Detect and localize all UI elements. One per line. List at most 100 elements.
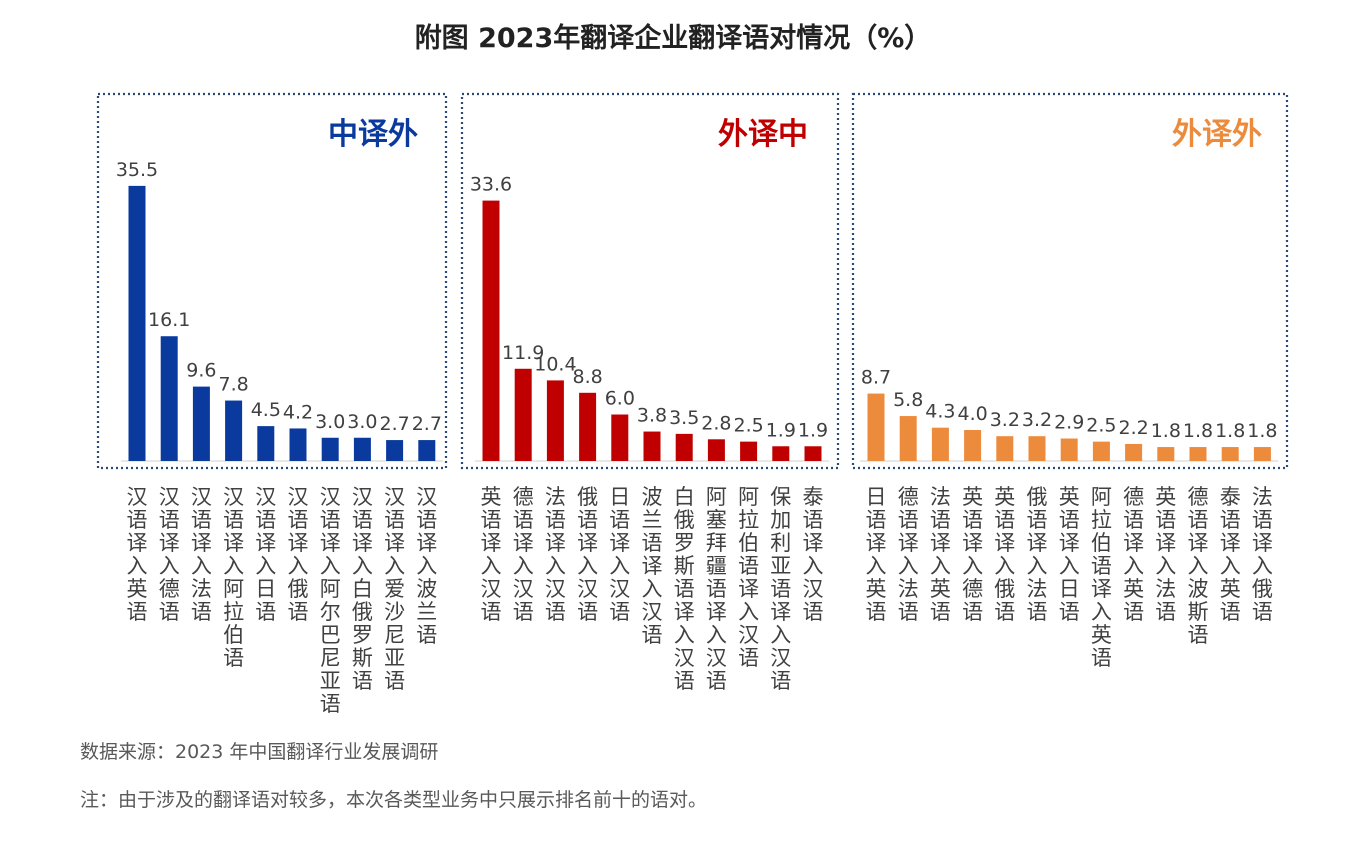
category-label: 德语译入汉语 (513, 485, 534, 624)
category-label: 法语译入俄语 (1252, 485, 1273, 624)
data-label: 1.8 (1183, 420, 1213, 442)
category-label: 阿拉伯语译入汉语 (738, 485, 759, 670)
bar (482, 200, 500, 461)
bar (1125, 443, 1143, 461)
bar (675, 433, 693, 461)
data-label: 2.5 (733, 415, 763, 437)
bar (289, 428, 307, 461)
panel-title: 外译外 (1172, 117, 1262, 152)
data-label: 35.5 (116, 159, 158, 181)
category-label: 法语译入英语 (930, 485, 951, 624)
category-label: 汉语译入爱沙尼亚语 (384, 485, 405, 693)
category-label: 阿塞拜疆语译入汉语 (706, 485, 727, 693)
data-label: 5.8 (893, 389, 923, 411)
data-source-note: 数据来源：2023 年中国翻译行业发展调研 (80, 741, 439, 763)
category-label: 汉语译入白俄罗斯语 (352, 485, 373, 693)
category-label: 德语译入法语 (898, 485, 919, 624)
data-label: 2.5 (1086, 415, 1116, 437)
category-label: 英语译入日语 (1059, 485, 1080, 624)
data-label: 1.8 (1215, 420, 1245, 442)
data-label: 2.2 (1118, 417, 1148, 439)
bar (740, 441, 758, 461)
data-label: 3.8 (637, 405, 667, 427)
category-label: 泰语译入英语 (1220, 485, 1241, 624)
category-label: 日语译入汉语 (609, 485, 630, 624)
bar (128, 185, 146, 461)
bar (867, 393, 885, 461)
category-label: 英语译入俄语 (994, 485, 1015, 624)
data-label: 1.8 (1151, 420, 1181, 442)
data-label: 4.0 (957, 403, 987, 425)
category-label: 俄语译入汉语 (577, 485, 598, 624)
data-label: 4.2 (283, 401, 313, 423)
bar (160, 336, 178, 461)
bar (931, 427, 949, 461)
data-label: 2.8 (701, 412, 731, 434)
category-label: 波兰语译入汉语 (642, 485, 663, 647)
category-label: 阿拉伯语译入英语 (1091, 485, 1112, 670)
bar (225, 400, 243, 461)
category-label: 汉语译入法语 (191, 485, 212, 624)
data-label: 3.2 (990, 409, 1020, 431)
data-label: 8.8 (572, 366, 602, 388)
category-label: 德语译入英语 (1123, 485, 1144, 624)
category-label: 英语译入法语 (1155, 485, 1176, 624)
category-label: 汉语译入波兰语 (416, 485, 437, 647)
category-label: 保加利亚语译入汉语 (770, 485, 791, 693)
category-label: 汉语译入英语 (127, 485, 148, 624)
bar (192, 386, 210, 461)
bar (611, 414, 629, 461)
category-label: 英语译入汉语 (481, 485, 502, 624)
panel-title: 外译中 (718, 117, 808, 152)
bar (1157, 447, 1175, 461)
category-label: 日语译入英语 (866, 485, 887, 624)
category-label: 白俄罗斯语译入汉语 (674, 485, 695, 693)
bar (772, 446, 790, 461)
category-label: 汉语译入阿尔巴尼亚语 (320, 485, 341, 716)
data-label: 10.4 (534, 353, 576, 375)
bar (386, 440, 404, 461)
bar (996, 436, 1014, 461)
data-label: 1.8 (1247, 420, 1277, 442)
bar (1060, 438, 1078, 461)
footnote: 注：由于涉及的翻译语对较多，本次各类型业务中只展示排名前十的语对。 (80, 789, 708, 811)
data-label: 3.0 (315, 411, 345, 433)
category-label: 俄语译入法语 (1027, 485, 1048, 624)
bar (579, 392, 597, 461)
data-label: 16.1 (148, 309, 190, 331)
data-label: 11.9 (502, 342, 544, 364)
bar (418, 440, 436, 461)
data-label: 3.0 (347, 411, 377, 433)
panel-frame (851, 92, 1289, 470)
data-label: 7.8 (218, 374, 248, 396)
bar (1253, 447, 1271, 461)
bar (1221, 447, 1239, 461)
data-label: 2.7 (379, 413, 409, 435)
bar (643, 431, 661, 461)
bar (899, 416, 917, 461)
data-label: 8.7 (861, 367, 891, 389)
data-label: 33.6 (470, 174, 512, 196)
category-label: 汉语译入德语 (159, 485, 180, 624)
panel-frame (96, 92, 448, 470)
category-label: 汉语译入阿拉伯语 (223, 485, 244, 670)
data-label: 4.5 (251, 399, 281, 421)
bar (257, 426, 275, 461)
data-label: 1.9 (798, 419, 828, 441)
data-label: 2.9 (1054, 412, 1084, 434)
data-label: 1.9 (766, 419, 796, 441)
data-label: 6.0 (605, 388, 635, 410)
bar (804, 446, 822, 461)
bar (1189, 447, 1207, 461)
bar (1092, 441, 1110, 461)
category-label: 英语译入德语 (962, 485, 983, 624)
bar (353, 437, 371, 461)
category-label: 汉语译入俄语 (288, 485, 309, 624)
bar (1028, 436, 1046, 461)
data-label: 2.7 (412, 413, 442, 435)
bar (514, 368, 532, 461)
data-label: 3.5 (669, 407, 699, 429)
category-label: 法语译入汉语 (545, 485, 566, 624)
data-label: 9.6 (186, 360, 216, 382)
